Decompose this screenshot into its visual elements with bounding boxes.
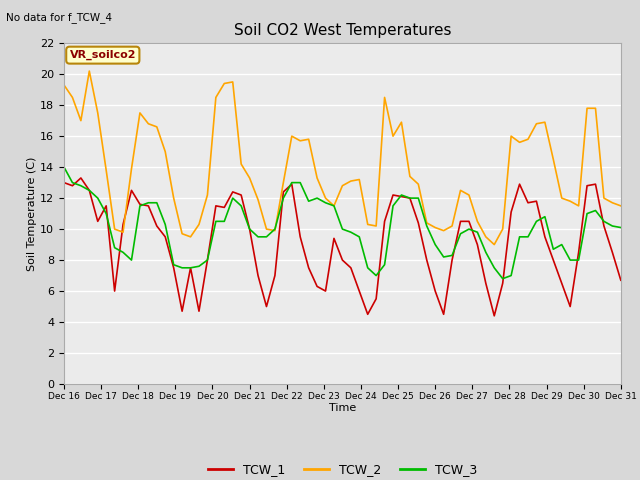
X-axis label: Time: Time [329,403,356,413]
Text: VR_soilco2: VR_soilco2 [70,50,136,60]
Title: Soil CO2 West Temperatures: Soil CO2 West Temperatures [234,23,451,38]
Legend: TCW_1, TCW_2, TCW_3: TCW_1, TCW_2, TCW_3 [203,458,482,480]
Text: No data for f_TCW_4: No data for f_TCW_4 [6,12,113,23]
Y-axis label: Soil Temperature (C): Soil Temperature (C) [28,156,37,271]
